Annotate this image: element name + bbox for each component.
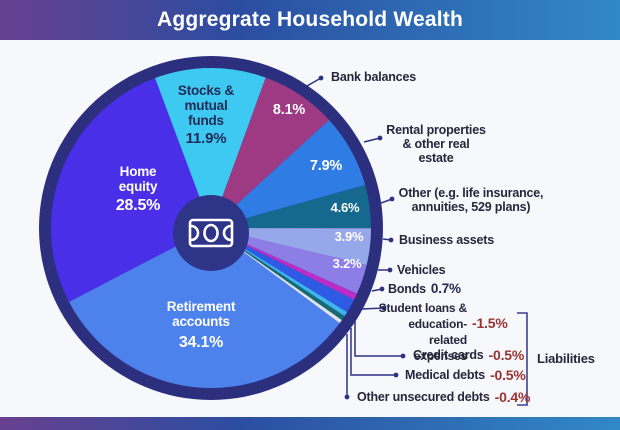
banknote-icon [188, 218, 234, 248]
pie-value-home-equity: 28.5% [115, 197, 161, 214]
callout-credit-cards: Credit cards -0.5% [413, 347, 525, 363]
pie-value-stocks: 11.9% [185, 130, 227, 147]
callout-other-assets: Other (e.g. life insurance, annuities, 5… [398, 186, 544, 214]
leader-dots [318, 75, 406, 400]
pie-slice-stocks [154, 67, 266, 229]
pie-value-other: 4.6% [330, 200, 360, 215]
pie-slice-student [211, 228, 355, 313]
callout-other-unsecured: Other unsecured debts -0.4% [357, 389, 531, 405]
pie-slice-other [211, 185, 372, 229]
pie-slice-bank [211, 77, 330, 228]
callout-student-loans: Student loans & education-related expens… [378, 301, 468, 363]
liabilities-bracket [517, 312, 528, 406]
page-title: Aggregrate Household Wealth [156, 8, 464, 31]
credit-cards-value: -0.5% [488, 347, 525, 363]
pie-value-vehicles: 3.2% [332, 256, 362, 271]
pie-slice-bonds [211, 228, 357, 300]
student-loans-value: -1.5% [472, 315, 508, 331]
pie-value-retirement: 34.1% [178, 334, 224, 351]
leader-line-student-loans [360, 307, 385, 310]
pie-slice-retirement [69, 228, 340, 389]
callout-medical-debts: Medical debts -0.5% [405, 367, 526, 383]
pie-center-hub [173, 195, 249, 271]
pie-label-home-equity: Home equity 28.5% [99, 164, 177, 214]
pie-slice-vehicles [211, 228, 367, 294]
leader-line-medical-debts [350, 328, 396, 376]
pie-slice-credit [211, 228, 348, 317]
pie-slice-rental [211, 120, 366, 228]
liabilities-group-label: Liabilities [537, 351, 595, 366]
footer-band [0, 417, 620, 430]
callout-bank-balances: Bank balances [331, 70, 416, 84]
leader-lines [306, 77, 403, 397]
leader-line-bank [306, 77, 322, 87]
callout-rental-properties: Rental properties & other real estate [386, 123, 486, 165]
pie-value-bank: 8.1% [272, 102, 306, 118]
leader-line-rental [363, 137, 381, 143]
medical-debts-value: -0.5% [490, 367, 526, 383]
bonds-value: 0.7% [430, 281, 461, 296]
callout-vehicles: Vehicles [397, 263, 446, 277]
pie-label-retirement: Retirement accounts 34.1% [152, 299, 250, 351]
callout-bonds: Bonds 0.7% [388, 281, 461, 297]
other-unsecured-value: -0.4% [494, 389, 531, 405]
pie-value-business: 3.9% [334, 229, 364, 244]
pie-label-stocks: Stocks & mutual funds 11.9% [167, 83, 245, 146]
pie-slice-business [211, 228, 371, 265]
pie-value-rental: 7.9% [309, 158, 343, 174]
pie-slice-home [51, 78, 212, 302]
leader-line-credit-cards [354, 321, 403, 357]
header-band: Aggregrate Household Wealth [0, 0, 620, 40]
callout-business-assets: Business assets [399, 233, 494, 247]
